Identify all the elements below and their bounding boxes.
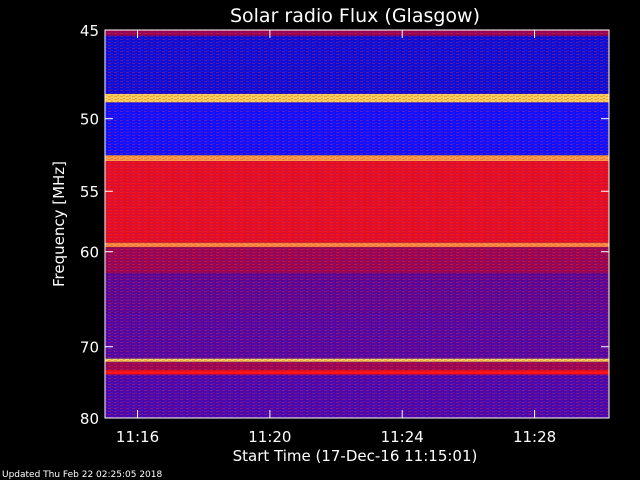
plot-texture: [105, 30, 609, 418]
x-axis-ticks: 11:16 11:20 11:24 11:28: [116, 30, 556, 446]
y-tick-label: 80: [80, 410, 99, 428]
x-tick-label: 11:28: [513, 428, 556, 446]
chart-title: Solar radio Flux (Glasgow): [230, 5, 480, 27]
updated-timestamp: Updated Thu Feb 22 02:25:05 2018: [2, 470, 163, 480]
y-axis-ticks: 45 50 55 60 70 80: [80, 22, 609, 428]
y-tick-label: 45: [80, 22, 99, 40]
y-axis-label: Frequency [MHz]: [50, 161, 68, 287]
y-tick-label: 70: [80, 339, 99, 357]
x-tick-label: 11:16: [116, 428, 159, 446]
plot-area: [104, 29, 610, 419]
y-tick-label: 55: [80, 183, 99, 201]
y-tick-label: 50: [80, 111, 99, 129]
plot-frame: [104, 29, 610, 419]
x-tick-label: 11:20: [248, 428, 291, 446]
x-axis-label: Start Time (17-Dec-16 11:15:01): [233, 447, 478, 465]
x-tick-label: 11:24: [381, 428, 424, 446]
y-tick-label: 60: [80, 244, 99, 262]
